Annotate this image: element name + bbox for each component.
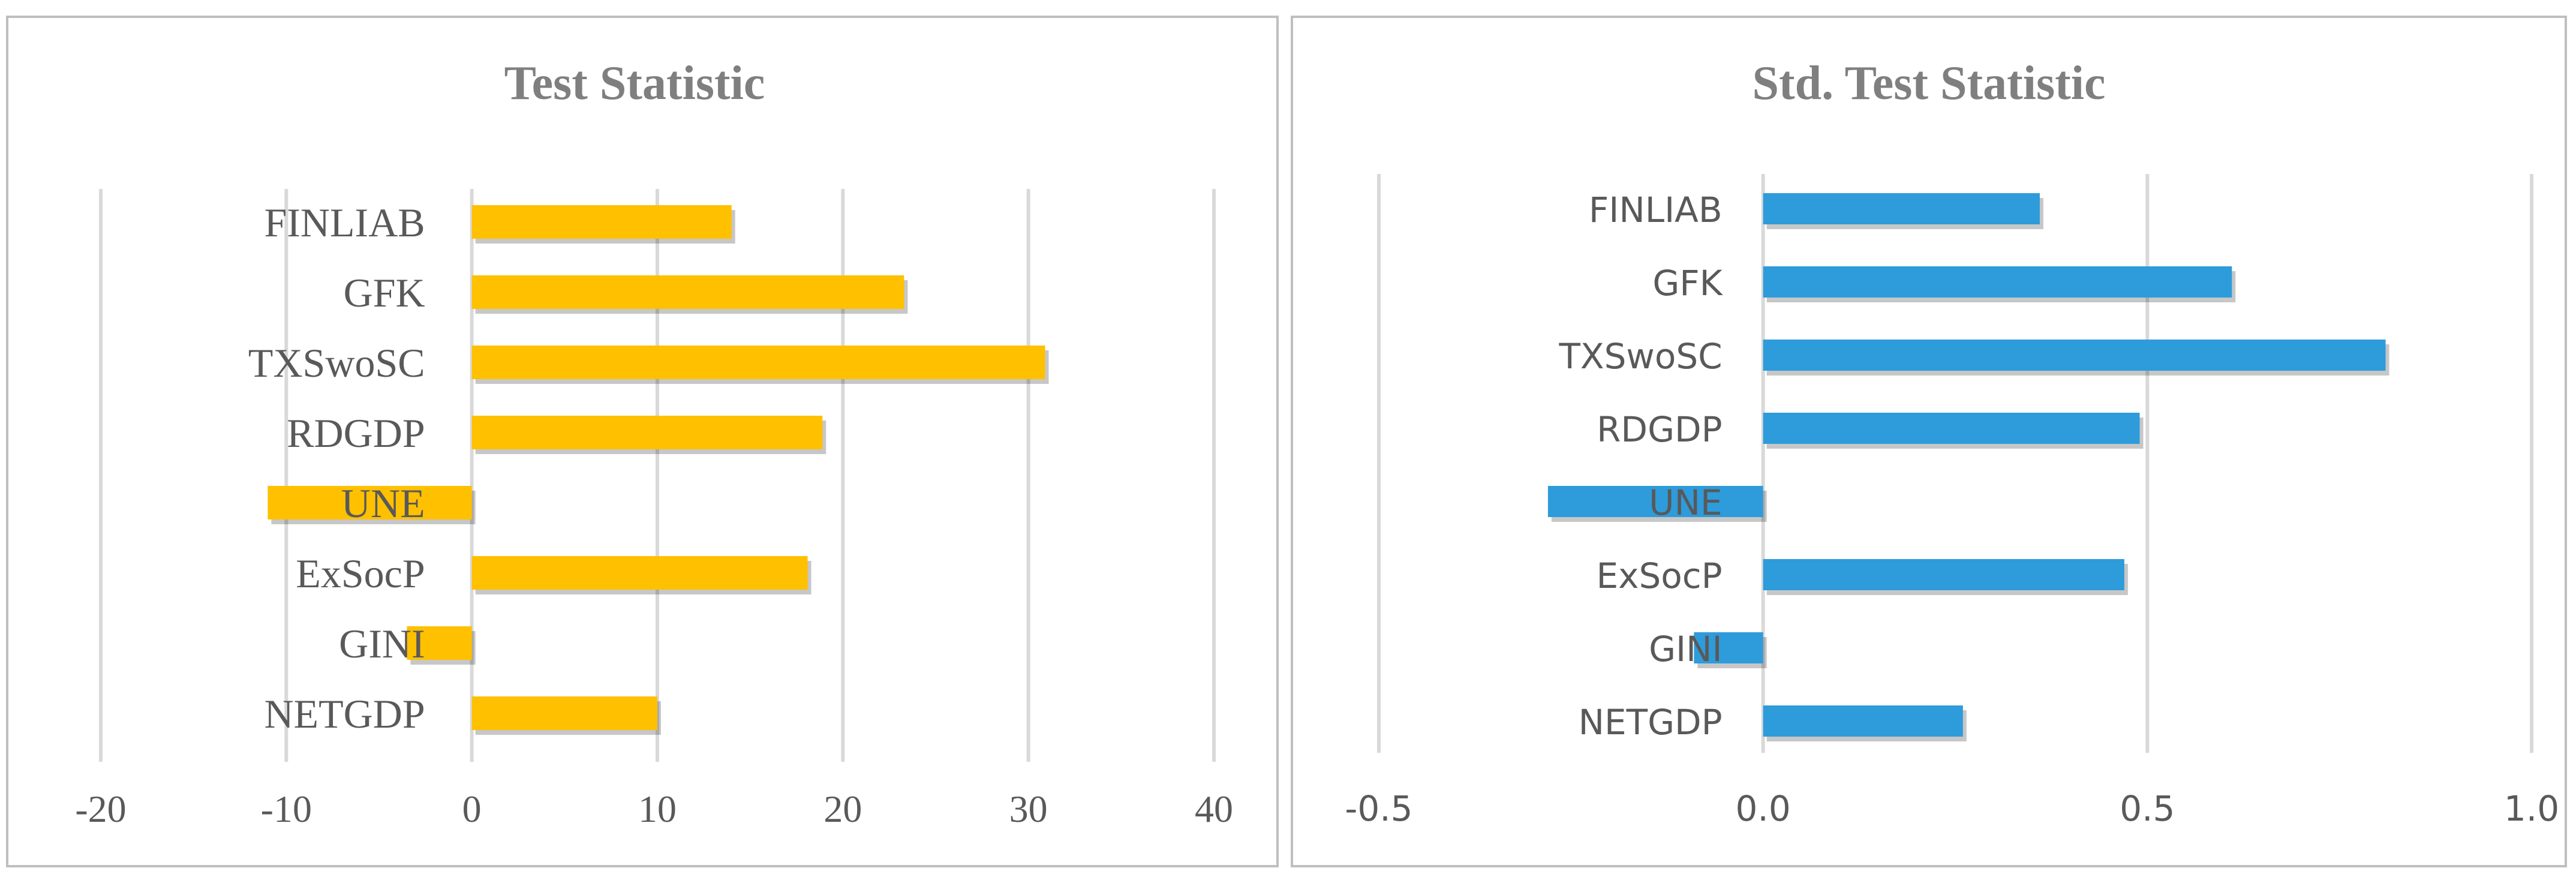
x-tick-label: -0.5: [1345, 788, 1412, 829]
chart-test-statistic: Test Statistic FINLIAB GFK TXSwoSC RDGDP UNE…: [75, 57, 1233, 830]
bar-txswosc: [1763, 340, 2386, 371]
category-label: GFK: [1652, 263, 1723, 304]
x-tick-label: -20: [75, 788, 126, 830]
category-label: NETGDP: [264, 691, 425, 737]
category-label: GINI: [1649, 629, 1723, 669]
x-tick-label: 20: [823, 788, 862, 830]
x-tick-label: 1.0: [2504, 788, 2559, 829]
bar-rdgdp: [471, 416, 823, 449]
chart-title: Test Statistic: [504, 57, 765, 110]
category-label: TXSwoSC: [248, 340, 425, 386]
bar-finliab: [1763, 193, 2040, 224]
bar-gfk: [1763, 266, 2232, 298]
chart-std-test-statistic: Std. Test Statistic FINLIAB GFK TXSwoSC RDG…: [1345, 57, 2559, 829]
bar-exsocp: [1763, 559, 2124, 590]
category-label: RDGDP: [287, 410, 425, 456]
x-tick-label: 30: [1009, 788, 1048, 830]
category-label: UNE: [1649, 482, 1723, 523]
x-tick-label: 0.0: [1736, 788, 1791, 829]
category-label: GFK: [344, 270, 425, 316]
x-tick-label: -10: [261, 788, 312, 830]
category-label: UNE: [341, 480, 425, 526]
category-label: NETGDP: [1579, 702, 1723, 743]
x-tick-label: 10: [638, 788, 677, 830]
bar-une: [267, 486, 472, 519]
x-tick-label: 0.5: [2120, 788, 2175, 829]
category-label: ExSocP: [296, 551, 425, 596]
bar-netgdp: [471, 696, 657, 730]
bar-netgdp: [1763, 705, 1963, 737]
category-label: RDGDP: [1597, 409, 1723, 450]
bar-finliab: [471, 205, 732, 239]
chart-panel-std-test-statistic: Std. Test Statistic FINLIAB GFK TXSwoSC RDG…: [1291, 16, 2567, 867]
chart-panel-test-statistic: Test Statistic FINLIAB GFK TXSwoSC RDGDP UNE…: [6, 16, 1279, 867]
chart-title: Std. Test Statistic: [1753, 57, 2106, 110]
category-label: FINLIAB: [264, 200, 425, 245]
bar-exsocp: [471, 556, 808, 590]
bar-gini: [407, 626, 472, 660]
bar-une: [1547, 486, 1763, 517]
category-label: FINLIAB: [1589, 190, 1723, 230]
category-label: ExSocP: [1597, 555, 1723, 596]
x-tick-label: 40: [1195, 788, 1233, 830]
bar-gini: [1694, 632, 1763, 663]
category-label: GINI: [339, 621, 425, 666]
bar-gfk: [471, 275, 904, 309]
bar-txswosc: [471, 346, 1045, 379]
bar-rdgdp: [1763, 413, 2140, 444]
category-label: TXSwoSC: [1558, 336, 1722, 377]
x-tick-label: 0: [462, 788, 482, 830]
